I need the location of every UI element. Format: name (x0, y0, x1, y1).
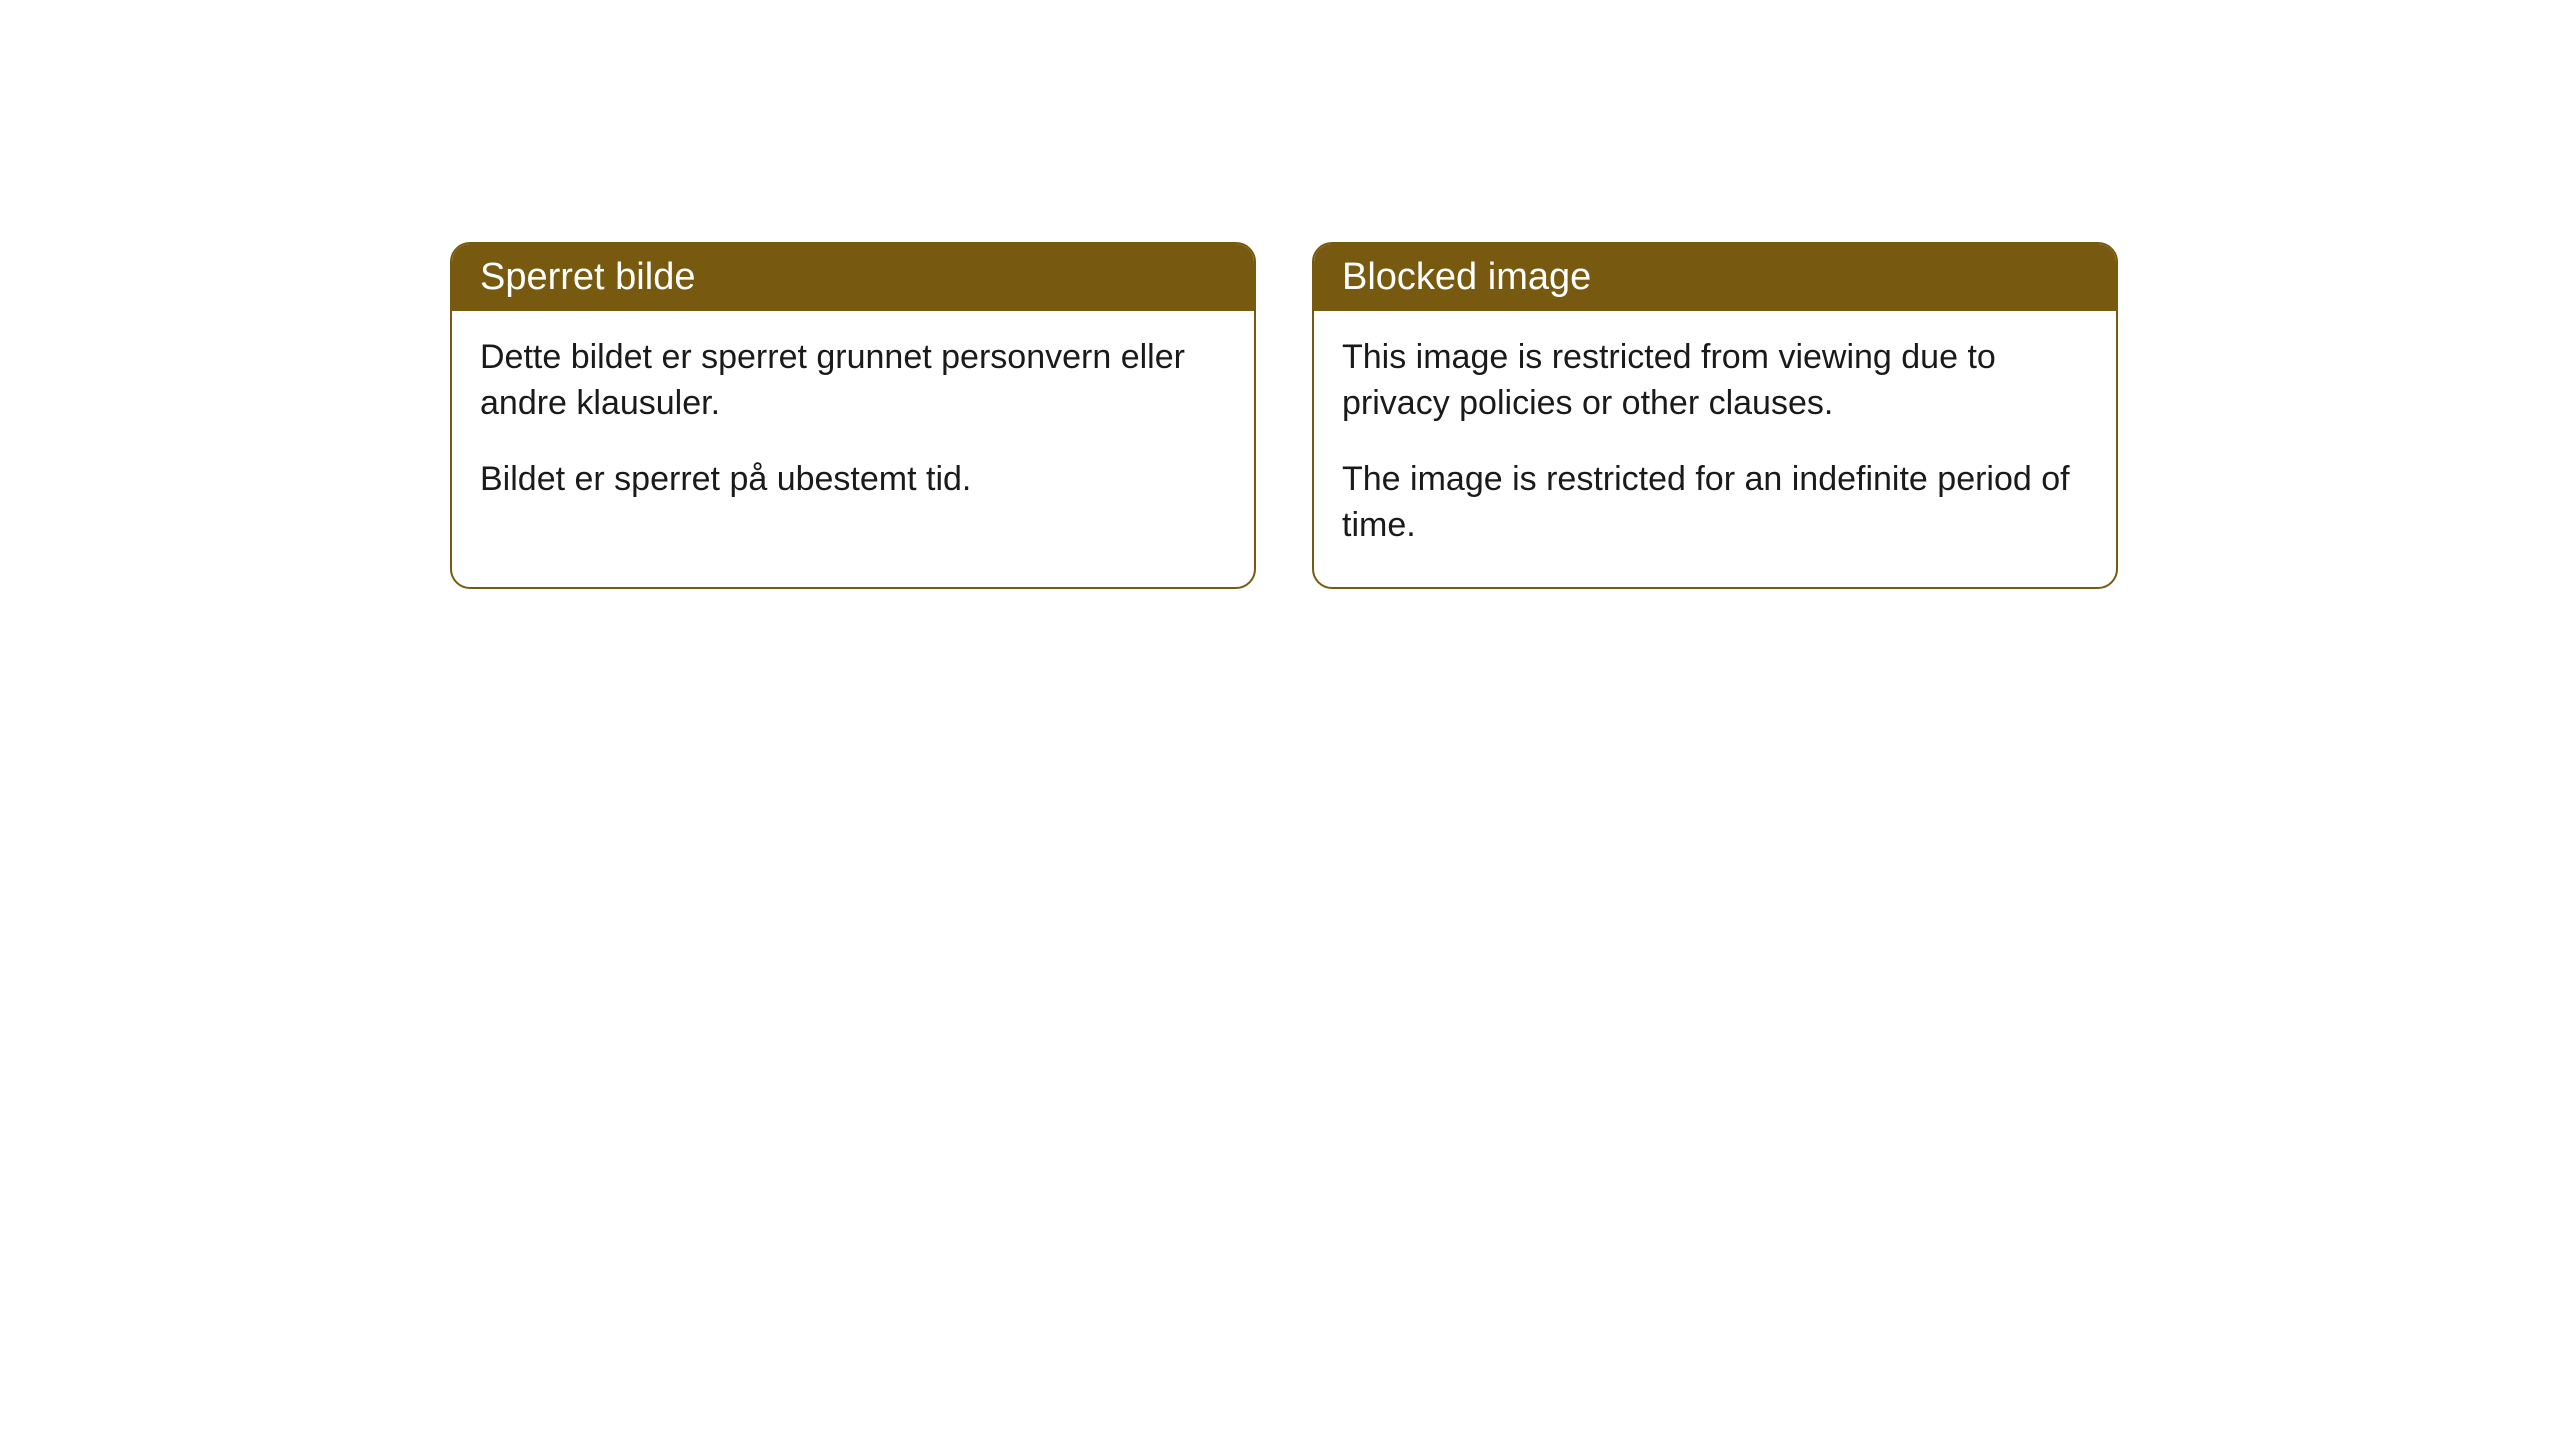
card-body-english: This image is restricted from viewing du… (1314, 311, 2116, 587)
card-header-english: Blocked image (1314, 244, 2116, 311)
card-paragraph-1: This image is restricted from viewing du… (1342, 335, 2088, 427)
card-paragraph-1: Dette bildet er sperret grunnet personve… (480, 335, 1226, 427)
card-paragraph-2: The image is restricted for an indefinit… (1342, 457, 2088, 549)
card-title: Sperret bilde (480, 256, 695, 298)
card-body-norwegian: Dette bildet er sperret grunnet personve… (452, 311, 1254, 541)
card-header-norwegian: Sperret bilde (452, 244, 1254, 311)
card-norwegian: Sperret bilde Dette bildet er sperret gr… (450, 242, 1256, 589)
card-paragraph-2: Bildet er sperret på ubestemt tid. (480, 457, 1226, 503)
card-english: Blocked image This image is restricted f… (1312, 242, 2118, 589)
card-title: Blocked image (1342, 256, 1591, 298)
cards-container: Sperret bilde Dette bildet er sperret gr… (450, 242, 2118, 589)
